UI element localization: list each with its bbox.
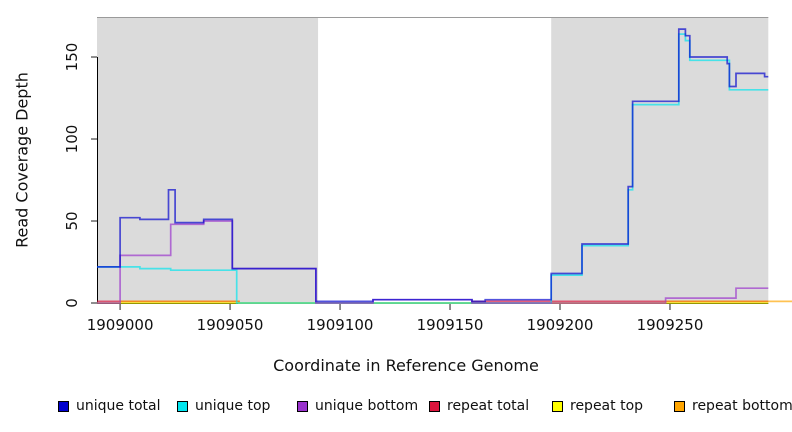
legend-label: unique bottom	[315, 398, 419, 414]
x-tick-label: 1909200	[526, 316, 594, 334]
legend-swatch-icon	[58, 400, 69, 412]
x-tick-label: 1909150	[416, 316, 484, 334]
y-tick-label: 150	[63, 42, 81, 72]
legend-swatch-icon	[297, 400, 308, 412]
legend-item-repeat-top: repeat top	[552, 398, 643, 414]
legend-swatch-icon	[552, 400, 563, 412]
legend-swatch-icon	[429, 400, 440, 412]
legend-label: unique total	[76, 398, 161, 414]
x-tick-label: 1909000	[86, 316, 154, 334]
x-axis-title: Coordinate in Reference Genome	[273, 356, 539, 375]
legend: unique total unique top unique bottom repea…	[0, 398, 792, 416]
y-axis-title: Read Coverage Depth	[12, 72, 32, 248]
legend-swatch-icon	[674, 400, 685, 412]
legend-label: repeat top	[570, 398, 644, 414]
legend-item-unique-top: unique top	[177, 398, 270, 414]
x-tick-label: 1909050	[196, 316, 264, 334]
legend-label: repeat bottom	[692, 398, 792, 414]
series-line-unique-total	[97, 28, 769, 303]
left-repeat-shade	[97, 17, 319, 303]
legend-item-repeat-total: repeat total	[429, 398, 529, 414]
y-tick-label: 0	[63, 298, 81, 308]
y-tick-label: 50	[63, 211, 81, 231]
legend-item-unique-bottom: unique bottom	[297, 398, 418, 414]
y-tick-label: 100	[63, 124, 81, 154]
right-repeat-shade	[551, 17, 769, 303]
legend-item-repeat-bottom: repeat bottom	[674, 398, 792, 414]
legend-swatch-icon	[177, 400, 188, 412]
legend-label: unique top	[195, 398, 271, 414]
legend-item-unique-total: unique total	[58, 398, 160, 414]
x-tick-label: 1909100	[306, 316, 374, 334]
legend-label: repeat total	[447, 398, 530, 414]
x-tick-label: 1909250	[636, 316, 704, 334]
